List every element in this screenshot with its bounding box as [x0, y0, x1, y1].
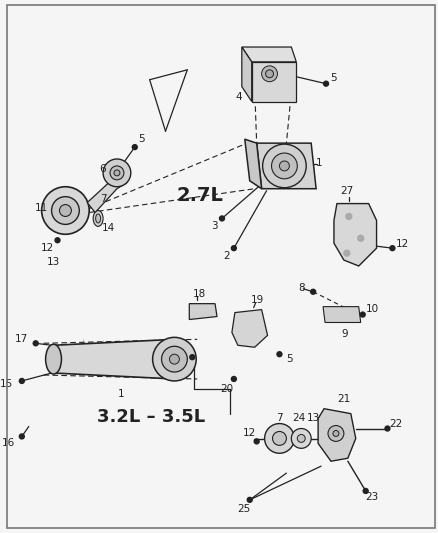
Circle shape: [311, 289, 316, 294]
Polygon shape: [242, 47, 296, 62]
Circle shape: [277, 352, 282, 357]
Text: 5: 5: [138, 134, 145, 144]
Circle shape: [390, 246, 395, 251]
Polygon shape: [53, 340, 174, 379]
Text: 21: 21: [337, 394, 350, 404]
Circle shape: [265, 70, 273, 78]
Polygon shape: [318, 409, 356, 461]
Text: 8: 8: [298, 283, 304, 293]
Circle shape: [19, 378, 24, 383]
Circle shape: [152, 337, 196, 381]
Polygon shape: [245, 139, 261, 189]
Circle shape: [132, 144, 137, 150]
Circle shape: [19, 434, 24, 439]
Text: 1: 1: [316, 158, 322, 168]
Text: 5: 5: [331, 72, 337, 83]
Text: 1: 1: [117, 389, 124, 399]
Polygon shape: [323, 306, 361, 322]
Circle shape: [279, 161, 290, 171]
Circle shape: [231, 376, 237, 382]
Text: 27: 27: [340, 185, 353, 196]
Text: 4: 4: [236, 92, 242, 102]
Text: 9: 9: [342, 329, 348, 340]
Text: 24: 24: [293, 413, 306, 423]
Circle shape: [333, 431, 339, 437]
Circle shape: [272, 432, 286, 446]
Polygon shape: [189, 304, 217, 319]
Circle shape: [170, 354, 180, 364]
Circle shape: [385, 426, 390, 431]
Ellipse shape: [93, 211, 103, 227]
Circle shape: [247, 497, 252, 502]
Circle shape: [42, 187, 89, 235]
Text: 12: 12: [41, 243, 54, 253]
Circle shape: [110, 166, 124, 180]
Polygon shape: [87, 175, 127, 213]
Text: 2.7L: 2.7L: [177, 186, 224, 205]
Circle shape: [254, 439, 259, 444]
Circle shape: [33, 341, 38, 346]
Circle shape: [297, 434, 305, 442]
Polygon shape: [252, 62, 296, 101]
Text: 7: 7: [276, 413, 283, 423]
Text: 14: 14: [102, 223, 115, 233]
Text: 10: 10: [366, 304, 379, 313]
Circle shape: [103, 159, 131, 187]
Polygon shape: [242, 47, 252, 101]
Circle shape: [328, 425, 344, 441]
Circle shape: [190, 354, 195, 360]
Circle shape: [114, 170, 120, 176]
Text: 13: 13: [47, 257, 60, 267]
Polygon shape: [257, 143, 316, 189]
Circle shape: [162, 346, 187, 372]
Text: 12: 12: [243, 429, 256, 439]
Text: 23: 23: [365, 492, 378, 502]
Circle shape: [261, 66, 278, 82]
Text: 13: 13: [307, 413, 320, 423]
Text: 18: 18: [193, 289, 206, 299]
Circle shape: [265, 424, 294, 453]
Polygon shape: [232, 310, 268, 348]
Ellipse shape: [46, 344, 61, 374]
Circle shape: [272, 153, 297, 179]
Text: 17: 17: [15, 334, 28, 344]
Text: 19: 19: [251, 295, 264, 305]
Text: 11: 11: [35, 203, 48, 213]
Circle shape: [60, 205, 71, 216]
Circle shape: [52, 197, 79, 224]
Circle shape: [263, 144, 306, 188]
Circle shape: [360, 312, 365, 317]
Text: 12: 12: [396, 239, 409, 249]
Text: 16: 16: [1, 438, 14, 448]
Circle shape: [344, 250, 350, 256]
Text: 6: 6: [99, 164, 106, 174]
Circle shape: [55, 238, 60, 243]
Circle shape: [231, 246, 237, 251]
Text: 3: 3: [211, 221, 217, 231]
Polygon shape: [334, 204, 377, 266]
Circle shape: [358, 235, 364, 241]
Text: 3.2L – 3.5L: 3.2L – 3.5L: [97, 408, 205, 426]
Ellipse shape: [95, 214, 101, 223]
Text: 7: 7: [100, 193, 106, 204]
Circle shape: [291, 429, 311, 448]
Circle shape: [324, 81, 328, 86]
Circle shape: [346, 214, 352, 220]
Text: 15: 15: [0, 379, 13, 389]
Text: 20: 20: [220, 384, 233, 394]
Text: 25: 25: [237, 504, 251, 514]
Text: 22: 22: [389, 418, 402, 429]
Text: 2: 2: [224, 251, 230, 261]
Text: 5: 5: [286, 354, 293, 364]
Text: 12: 12: [178, 360, 191, 370]
Circle shape: [219, 216, 224, 221]
Circle shape: [363, 488, 368, 494]
